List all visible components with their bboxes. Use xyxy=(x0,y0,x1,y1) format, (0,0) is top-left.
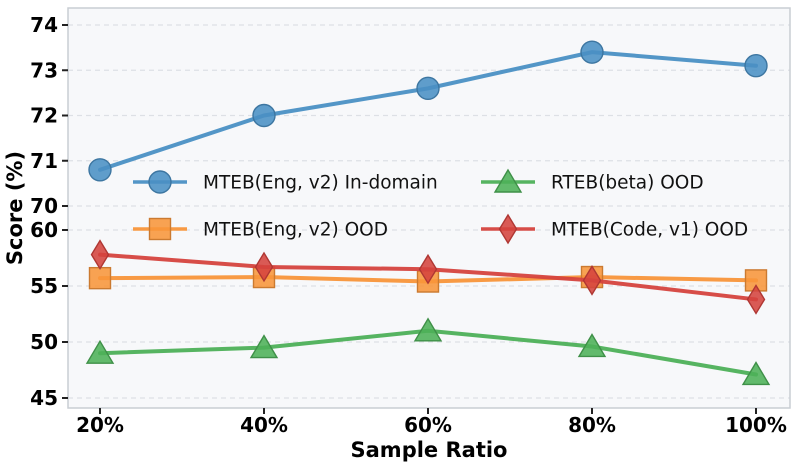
diamond-marker-legend xyxy=(498,213,518,245)
diamond-marker-80% xyxy=(582,265,602,296)
series-mteb-code-v1-ood xyxy=(90,239,766,315)
plot-background xyxy=(68,8,790,408)
legend-item-mteb-code-v1-ood: MTEB(Code, v1) OOD xyxy=(481,213,748,245)
y-tick-label-60: 60 xyxy=(30,218,58,242)
circle-marker-100% xyxy=(744,54,768,78)
y-axis-label: Score (%) xyxy=(3,151,27,265)
y-tick-label-70: 70 xyxy=(30,194,58,218)
triangle-marker-80% xyxy=(577,333,607,358)
legend-label: MTEB(Code, v1) OOD xyxy=(551,220,748,241)
circle-marker-60% xyxy=(416,76,440,101)
legend-label: MTEB(Eng, v2) In-domain xyxy=(203,173,438,194)
diamond-marker-20% xyxy=(90,239,110,270)
legend-item-mteb-eng-v2-in-domain: MTEB(Eng, v2) In-domain xyxy=(133,170,438,194)
plot-area-group: 70 71 72 73 74 45 50 55 60 20% 40% 60% 80% 100% MTEB(E… xyxy=(30,7,791,437)
y-tick-label-71: 71 xyxy=(30,149,58,173)
x-tick-label-20: 20% xyxy=(76,413,124,437)
circle-marker-20% xyxy=(88,158,112,182)
x-axis-label: Sample Ratio xyxy=(351,438,508,462)
y-tick-label-72: 72 xyxy=(30,104,58,128)
triangle-marker-40% xyxy=(249,334,279,359)
x-tick-label-60: 60% xyxy=(404,413,452,437)
square-marker-legend xyxy=(148,217,172,241)
legend-item-mteb-eng-v2-ood: MTEB(Eng, v2) OOD xyxy=(133,217,388,241)
diamond-marker-100% xyxy=(746,284,766,315)
diamond-marker-60% xyxy=(418,253,438,285)
circle-marker-80% xyxy=(580,40,604,64)
square-marker-20% xyxy=(88,266,112,290)
series-mteb-eng-v2-in-domain xyxy=(88,40,768,182)
triangle-marker-20% xyxy=(85,339,115,364)
y-tick-label-45: 45 xyxy=(30,386,58,410)
legend-item-rteb-beta-ood: RTEB(beta) OOD xyxy=(481,168,704,194)
circle-marker-legend xyxy=(148,170,172,194)
diamond-marker-40% xyxy=(254,251,274,283)
legend-label: RTEB(beta) OOD xyxy=(551,173,704,194)
y-tick-label-74: 74 xyxy=(30,13,58,37)
triangle-marker-60% xyxy=(413,317,443,342)
legend-label: MTEB(Eng, v2) OOD xyxy=(203,220,388,241)
x-tick-label-100: 100% xyxy=(725,413,787,437)
series-rteb-beta-ood xyxy=(85,317,771,386)
triangle-marker-100% xyxy=(741,361,771,386)
circle-marker-40% xyxy=(252,103,276,128)
triangle-marker-legend xyxy=(493,168,523,193)
y-tick-label-50: 50 xyxy=(30,330,58,354)
x-tick-label-40: 40% xyxy=(240,413,288,437)
x-tick-label-80: 80% xyxy=(568,413,616,437)
y-tick-label-55: 55 xyxy=(30,274,58,298)
y-tick-label-73: 73 xyxy=(30,58,58,82)
